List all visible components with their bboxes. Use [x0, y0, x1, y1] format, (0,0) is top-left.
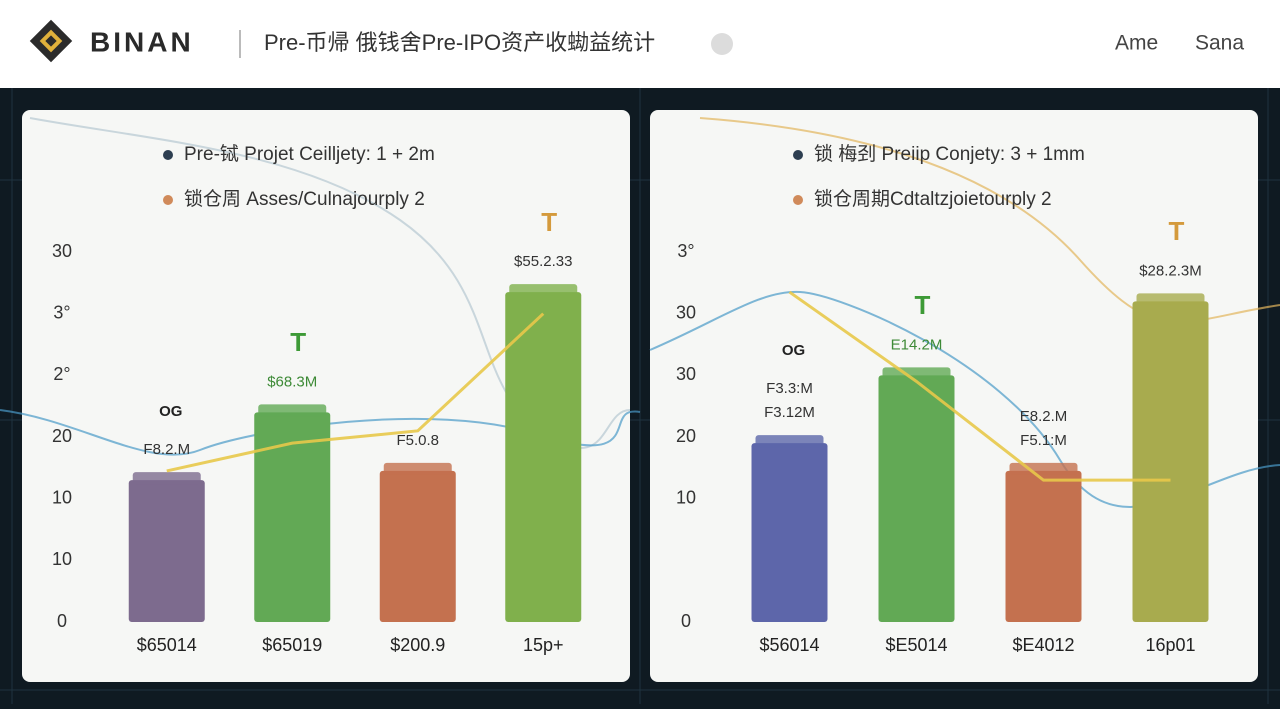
legend-label: Pre-铽 Projet Ceilljety: 1 + 2m [184, 143, 435, 165]
y-tick-label: 10 [52, 549, 72, 569]
legend-marker [793, 150, 803, 160]
bar [1005, 470, 1082, 622]
top-mark: T [290, 327, 306, 357]
legend-marker [793, 195, 803, 205]
y-tick-label: 3° [53, 302, 70, 322]
bar-cap [755, 435, 824, 448]
decor-line [0, 409, 641, 456]
bar [878, 375, 955, 622]
x-tick-label: $65014 [137, 635, 197, 655]
x-tick-label: $56014 [759, 635, 819, 655]
legend-marker [163, 150, 173, 160]
page-title: Pre-币帰 俄钱舍Pre-IPO资产收蜐益统计 [264, 30, 655, 55]
logo [29, 19, 73, 63]
bar [128, 480, 205, 622]
bar-label: $28.2.3M [1139, 262, 1202, 279]
x-tick-label: $65019 [262, 635, 322, 655]
x-tick-label: $200.9 [390, 635, 445, 655]
legend-label: 锁仓周 Asses/Culnajourply 2 [184, 188, 425, 210]
bar-label: F3.12M [764, 404, 815, 421]
y-tick-label: 30 [52, 241, 72, 261]
top-mark: T [1169, 216, 1185, 246]
bar-cap [509, 284, 578, 297]
x-tick-label: 16p01 [1145, 635, 1195, 655]
bar-label: E8.2.M [1020, 408, 1068, 425]
bar-label: F5.1:M [1020, 432, 1067, 449]
bar-cap [1009, 462, 1078, 475]
bar-label: F8.2.M [143, 441, 190, 458]
bar-label: E14.2M [891, 336, 943, 353]
x-tick-label: 15p+ [523, 635, 564, 655]
x-tick-label: $E5014 [885, 635, 947, 655]
y-tick-label: 0 [57, 611, 67, 631]
y-tick-label: 3° [677, 241, 694, 261]
bar [254, 412, 331, 622]
bar-cap [882, 367, 951, 380]
y-tick-label: 20 [676, 426, 696, 446]
bar-label: $55.2.33 [514, 253, 572, 270]
legend-label: 锁仓周期Cdtaltzjoietourply 2 [814, 188, 1052, 210]
nav-link[interactable]: Sana [1195, 32, 1244, 55]
avatar-icon [711, 33, 733, 55]
line-series [166, 312, 545, 473]
y-tick-label: 10 [52, 487, 72, 507]
y-tick-label: 10 [676, 487, 696, 507]
bar-label: $68.3M [267, 373, 317, 390]
bar-cap [383, 462, 452, 475]
bar-cap [258, 404, 327, 417]
bar-cap [132, 472, 201, 485]
bar-label: F5.0.8 [396, 432, 439, 449]
top-mark: T [541, 207, 557, 237]
nav-link[interactable]: Ame [1115, 32, 1158, 55]
bar [751, 443, 828, 622]
bar [505, 292, 582, 622]
legend-label: 锁 梅刭 Preiip Conjety: 3 + 1mm [814, 143, 1085, 165]
header-bar [0, 0, 1280, 88]
x-tick-label: $E4012 [1012, 635, 1074, 655]
brand: BINAN [90, 26, 194, 57]
y-tick-label: 30 [676, 302, 696, 322]
y-tick-label: 0 [681, 611, 691, 631]
legend-marker [163, 195, 173, 205]
y-tick-label: 2° [53, 364, 70, 384]
top-mark: OG [159, 403, 182, 420]
bar-label: F3.3:M [766, 380, 813, 397]
line-series [788, 290, 1171, 482]
bar [379, 470, 456, 622]
bar-cap [1136, 293, 1205, 306]
bar [1132, 301, 1209, 622]
top-mark: OG [782, 342, 805, 359]
y-tick-label: 20 [52, 426, 72, 446]
top-mark: T [915, 290, 931, 320]
y-tick-label: 30 [676, 364, 696, 384]
